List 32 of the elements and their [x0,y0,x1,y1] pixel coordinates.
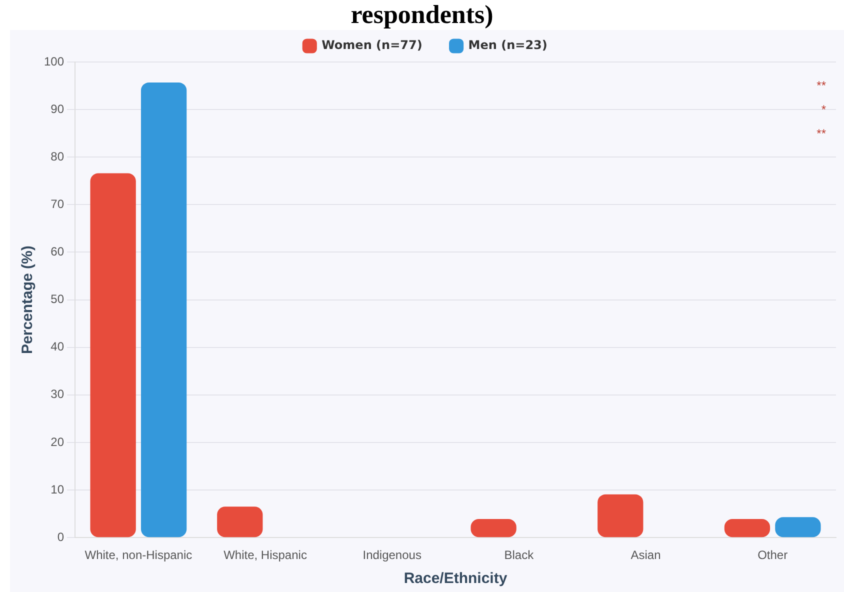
annotation: ** [816,78,826,92]
y-axis-title: Percentage (%) [19,246,36,354]
y-tick-label: 80 [50,149,64,164]
y-tick-label: 10 [50,482,64,496]
y-tick-label: 100 [44,54,64,68]
y-tick-label: 90 [50,102,64,116]
bar [470,519,516,538]
y-tick-label: 40 [50,340,64,354]
x-tick-label: White, Hispanic [224,548,307,562]
x-tick-label: Black [504,548,535,562]
legend-label: Men (n=23) [468,38,548,52]
x-tick-label: Indigenous [362,548,422,562]
y-tick-label: 30 [50,387,64,402]
bar [90,173,136,538]
legend-label: Women (n=77) [322,38,422,52]
annotation: ** [816,126,826,140]
bar [217,506,263,538]
bar [775,517,821,538]
y-tick-label: 60 [50,244,64,259]
bar [724,519,770,538]
annotation: * [821,102,826,116]
y-tick-label: 50 [50,292,64,306]
x-axis-title: Race/Ethnicity [404,570,508,588]
chart-title: respondents) [350,0,494,30]
y-tick-label: 70 [50,196,64,211]
y-tick-label: 20 [50,434,64,449]
x-tick-label: Other [758,548,788,562]
bar [598,494,644,538]
x-tick-label: White, non-Hispanic [84,548,192,562]
y-tick-label: 0 [57,530,64,544]
bar [140,82,187,538]
x-tick-label: Asian [630,548,661,562]
